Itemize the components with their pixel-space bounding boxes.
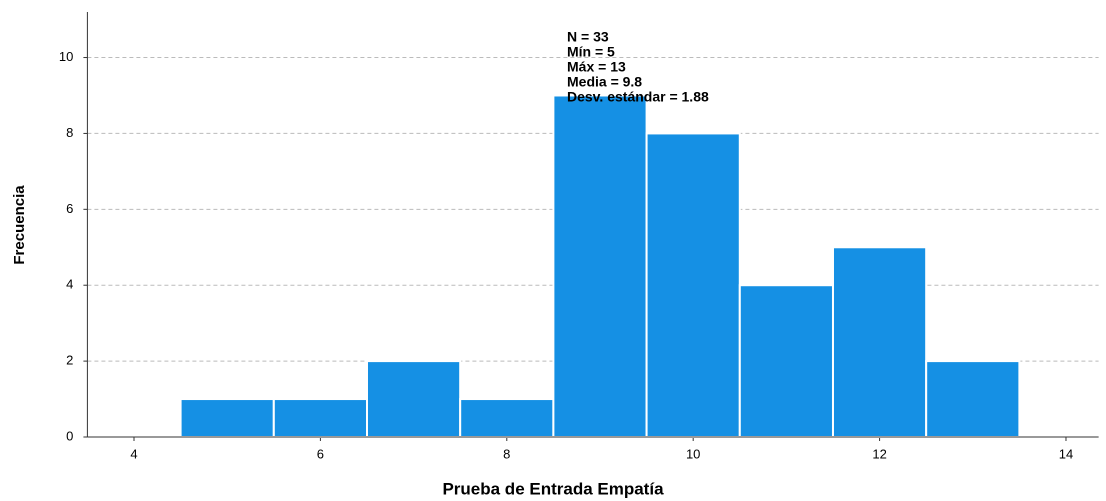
annotation: Media = 9.8	[567, 74, 642, 90]
x-tick-label: 4	[130, 446, 137, 461]
bar	[272, 398, 368, 438]
bar	[179, 398, 275, 438]
bar	[552, 94, 648, 438]
y-tick-label: 4	[66, 277, 73, 292]
annotation: N = 33	[567, 29, 609, 45]
bar	[645, 132, 741, 439]
y-tick-label: 2	[66, 353, 73, 368]
y-tick-label: 10	[59, 49, 73, 64]
x-tick-label: 14	[1059, 446, 1073, 461]
bar	[831, 246, 928, 438]
x-tick-label: 12	[872, 446, 886, 461]
x-tick-label: 8	[503, 446, 510, 461]
y-axis-label: Frecuencia	[11, 185, 28, 265]
annotation: Desv. estándar = 1.88	[567, 89, 709, 105]
bar	[459, 398, 555, 438]
annotation: Máx = 13	[567, 59, 626, 75]
y-tick-label: 6	[66, 201, 73, 216]
y-tick-label: 8	[66, 125, 73, 140]
bar	[738, 284, 834, 439]
y-tick-label: 0	[66, 428, 73, 443]
x-tick-label: 10	[686, 446, 700, 461]
annotation: Mín = 5	[567, 44, 615, 60]
x-tick-label: 6	[317, 446, 324, 461]
bar	[365, 360, 462, 439]
bar	[925, 360, 1021, 439]
x-axis-label: Prueba de Entrada Empatía	[442, 479, 664, 498]
